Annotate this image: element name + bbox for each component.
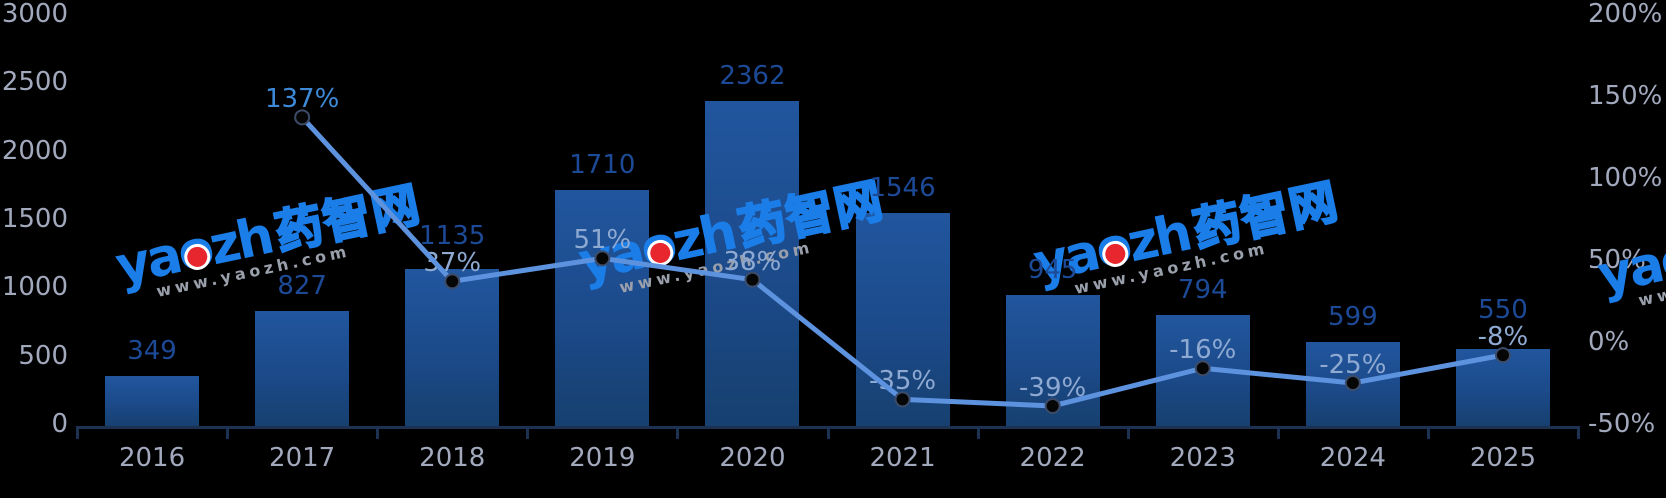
x-axis-category-label: 2023 bbox=[1169, 443, 1236, 473]
x-axis-tick-mark bbox=[226, 426, 230, 439]
x-axis-tick-mark bbox=[526, 426, 530, 439]
x-axis-tick-mark bbox=[1126, 426, 1130, 439]
x-axis-tick-mark bbox=[1426, 426, 1430, 439]
bar-value-label: 1546 bbox=[869, 172, 936, 203]
growth-rate-label: -25% bbox=[1319, 350, 1387, 380]
y-axis-left-tick-label: 2500 bbox=[1, 67, 68, 98]
growth-rate-label: -8% bbox=[1477, 322, 1529, 353]
x-axis-tick-mark bbox=[76, 426, 79, 439]
x-axis-category-label: 2024 bbox=[1319, 443, 1386, 473]
bar-value-label: 349 bbox=[127, 336, 177, 367]
y-axis-right-tick-label: 50% bbox=[1588, 245, 1646, 275]
y-axis-left-tick-label: 1500 bbox=[1, 204, 68, 234]
y-axis-right-tick-label: -50% bbox=[1588, 409, 1656, 439]
x-axis-tick-mark bbox=[976, 426, 980, 439]
bar-2020 bbox=[705, 101, 800, 426]
x-axis-tick-mark bbox=[1276, 426, 1280, 439]
growth-rate-label: -39% bbox=[1019, 372, 1087, 403]
growth-rate-label: 51% bbox=[573, 225, 632, 256]
x-axis-tick-mark bbox=[1577, 426, 1580, 439]
x-axis-category-label: 2016 bbox=[118, 443, 186, 473]
growth-line-marker bbox=[894, 391, 911, 408]
growth-line-marker bbox=[1044, 397, 1061, 414]
growth-rate-label: 38% bbox=[723, 246, 782, 277]
bar-value-label: 945 bbox=[1027, 254, 1078, 285]
bar-value-label: 1135 bbox=[419, 221, 486, 252]
y-axis-right-tick-label: 150% bbox=[1588, 81, 1663, 111]
bar-value-label: 2362 bbox=[719, 61, 786, 92]
y-axis-right-tick-label: 200% bbox=[1588, 0, 1663, 29]
bar-value-label: 550 bbox=[1478, 295, 1528, 326]
x-axis-tick-mark bbox=[376, 426, 380, 439]
growth-line-marker bbox=[294, 109, 311, 126]
bar-value-label: 794 bbox=[1177, 275, 1228, 306]
x-axis-category-label: 2020 bbox=[719, 443, 786, 473]
growth-line-marker bbox=[744, 271, 761, 288]
bar-value-label: 827 bbox=[277, 270, 327, 301]
bar-2018 bbox=[405, 268, 500, 426]
x-axis-tick-mark bbox=[826, 426, 830, 439]
growth-line-marker bbox=[594, 250, 611, 267]
x-axis-category-label: 2022 bbox=[1019, 443, 1086, 473]
x-axis-tick-mark bbox=[676, 426, 680, 439]
y-axis-left-tick-label: 2000 bbox=[1, 135, 68, 166]
y-axis-right-tick-label: 0% bbox=[1588, 327, 1630, 357]
y-axis-left-tick-label: 500 bbox=[18, 340, 68, 371]
bar-2021 bbox=[855, 212, 950, 426]
growth-line-marker bbox=[1494, 347, 1511, 364]
bar-2017 bbox=[255, 310, 350, 426]
growth-line bbox=[299, 114, 1506, 409]
y-axis-left-tick-label: 0 bbox=[51, 409, 68, 439]
y-axis-left-tick-label: 3000 bbox=[1, 0, 68, 29]
growth-line-marker bbox=[1344, 375, 1361, 391]
x-axis-category-label: 2025 bbox=[1469, 443, 1537, 473]
growth-line-marker bbox=[1194, 360, 1211, 377]
y-axis-right-tick-label: 100% bbox=[1588, 163, 1663, 193]
bar-2019 bbox=[555, 190, 650, 426]
x-axis-category-label: 2019 bbox=[569, 443, 636, 473]
y-axis-left-tick-label: 1000 bbox=[1, 272, 68, 303]
growth-line-marker bbox=[444, 273, 461, 290]
growth-rate-label: 137% bbox=[264, 84, 340, 115]
bar-value-label: 599 bbox=[1328, 302, 1378, 333]
x-axis-category-label: 2017 bbox=[269, 443, 336, 473]
bar-value-label: 1710 bbox=[569, 150, 636, 181]
bar-2016 bbox=[105, 376, 200, 426]
x-axis-category-label: 2018 bbox=[419, 443, 486, 473]
x-axis-category-label: 2021 bbox=[869, 443, 936, 473]
growth-rate-label: -16% bbox=[1169, 335, 1237, 366]
